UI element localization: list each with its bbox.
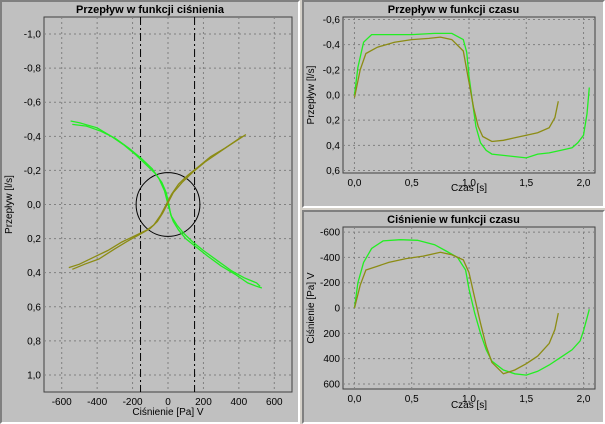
series-line-olive <box>72 135 243 270</box>
y-tick-label: 200 <box>323 329 340 340</box>
series-line-green <box>353 32 590 159</box>
x-tick-label: 0,5 <box>405 394 419 405</box>
y-tick-label: -0,6 <box>24 98 42 109</box>
y-tick-label: -0,6 <box>323 15 341 26</box>
chart-pressure-vs-time: Ciśnienie w funkcji czasu 0,0 0,5 1,0 1,5 2,0… <box>306 214 596 411</box>
y-tick-label: 0,4 <box>326 141 340 152</box>
series-line-green <box>353 239 590 376</box>
x-tick-label: 400 <box>231 397 248 408</box>
x-tick-label: -600 <box>52 397 72 408</box>
y-tick-label: -200 <box>320 278 340 289</box>
y-tick-label: -0,4 <box>24 132 42 143</box>
x-tick-label: 1,5 <box>519 178 533 189</box>
x-tick-label: -200 <box>123 397 143 408</box>
y-tick-label: -1,0 <box>24 30 42 41</box>
y-tick-label: 0,0 <box>326 91 340 102</box>
y-tick-label: 1,0 <box>27 370 41 381</box>
x-tick-label: 1,5 <box>519 394 533 405</box>
y-axis-label: Przepływ [l/s] <box>4 175 15 234</box>
series-line-olive <box>353 36 559 143</box>
x-tick-label: 0,0 <box>348 178 362 189</box>
x-tick-label: -400 <box>87 397 107 408</box>
chart-title: Ciśnienie w funkcji czasu <box>387 214 520 226</box>
series-line-olive <box>68 134 247 269</box>
x-tick-label: 600 <box>266 397 283 408</box>
series-line-olive <box>353 251 559 375</box>
chart-title: Przepływ w funkcji ciśnienia <box>76 4 225 16</box>
y-tick-label: -600 <box>320 228 340 239</box>
series-line-green <box>72 123 261 287</box>
y-tick-label: 0,8 <box>27 336 41 347</box>
y-tick-label: -0,2 <box>323 65 341 76</box>
x-tick-label: 0 <box>165 397 171 408</box>
y-tick-label: -0,4 <box>323 40 341 51</box>
panel-pressure-vs-time: Ciśnienie w funkcji czasu 0,0 0,5 1,0 1,5 2,0… <box>302 210 605 424</box>
y-tick-label: -0,8 <box>24 64 42 75</box>
y-tick-label: 0,0 <box>27 200 41 211</box>
x-tick-label: 200 <box>195 397 212 408</box>
x-axis-label: Czas [s] <box>451 183 487 194</box>
y-tick-label: 0,4 <box>27 268 41 279</box>
y-axis-label: Przepływ [l/s] <box>306 65 317 124</box>
x-axis-label: Czas [s] <box>451 400 487 411</box>
x-tick-label: 1,0 <box>462 394 476 405</box>
x-tick-label: 0,5 <box>405 178 419 189</box>
x-tick-label: 1,0 <box>462 178 476 189</box>
x-axis-label: Ciśnienie [Pa] V <box>132 407 203 418</box>
y-tick-label: 600 <box>323 379 340 390</box>
x-tick-label: 2,0 <box>577 178 591 189</box>
y-tick-label: 0,6 <box>326 166 340 177</box>
y-axis-label: Ciśnienie [Pa] V <box>306 272 317 343</box>
y-tick-label: 0,2 <box>27 234 41 245</box>
reference-circle <box>135 172 201 237</box>
y-tick-label: 0,2 <box>326 116 340 127</box>
y-tick-label: -0,2 <box>24 166 42 177</box>
chart-title: Przepływ w funkcji czasu <box>388 4 519 16</box>
chart-flow-vs-time: Przepływ w funkcji czasu 0,0 0,5 1,0 1,5 2,0 -… <box>306 4 596 194</box>
y-tick-label: 0 <box>334 304 340 315</box>
panel-flow-vs-time: Przepływ w funkcji czasu 0,0 0,5 1,0 1,5 2,0 -… <box>302 0 605 208</box>
y-tick-label: 400 <box>323 354 340 365</box>
x-tick-label: 2,0 <box>577 394 591 405</box>
y-tick-label: 0,6 <box>27 302 41 313</box>
panel-flow-vs-pressure: Przepływ w funkcji ciśnienia -600 -400 -200… <box>0 0 300 424</box>
x-tick-label: 0,0 <box>348 394 362 405</box>
chart-flow-vs-pressure: Przepływ w funkcji ciśnienia -600 -400 -200… <box>4 4 293 418</box>
y-tick-label: -400 <box>320 253 340 264</box>
